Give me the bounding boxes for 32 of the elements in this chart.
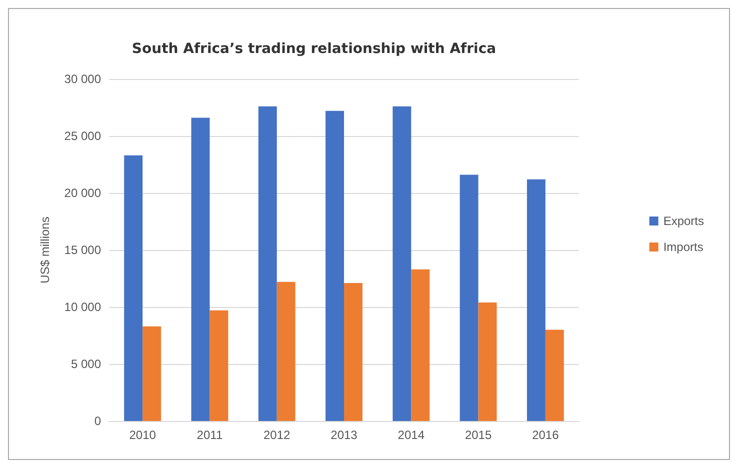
x-tick-label: 2016 — [532, 428, 560, 442]
x-tick-label: 2011 — [196, 428, 223, 442]
x-tick-label: 2015 — [464, 428, 492, 442]
legend-label: Exports — [663, 214, 704, 228]
bar — [124, 155, 143, 421]
chart-title: South Africa’s trading relationship with Africa — [132, 41, 496, 57]
bar — [411, 269, 430, 421]
y-tick-label: 0 — [94, 414, 102, 428]
bar — [191, 118, 210, 421]
y-tick-label: 15 000 — [64, 243, 102, 257]
bar — [526, 179, 546, 421]
bar — [460, 174, 478, 421]
x-tick-label: 2012 — [264, 428, 291, 442]
bar — [142, 326, 162, 421]
y-tick-label: 20 000 — [64, 186, 102, 200]
bar — [258, 106, 277, 421]
x-tick-label: 2013 — [330, 428, 358, 442]
bar — [478, 302, 497, 421]
y-axis-title: US$ millions — [38, 216, 52, 284]
y-tick-label: 10 000 — [64, 300, 102, 314]
bar — [326, 110, 344, 421]
legend-label: Imports — [663, 240, 704, 254]
x-tick-label: 2010 — [129, 428, 156, 442]
y-tick-label: 25 000 — [64, 129, 102, 143]
y-tick-label: 5 000 — [70, 357, 102, 371]
bar — [344, 283, 362, 421]
bar — [210, 310, 228, 421]
bar — [392, 106, 412, 421]
x-tick-label: 2014 — [398, 428, 425, 442]
y-tick-label: 30 000 — [64, 72, 102, 86]
bar — [545, 330, 564, 421]
bar — [276, 282, 296, 421]
